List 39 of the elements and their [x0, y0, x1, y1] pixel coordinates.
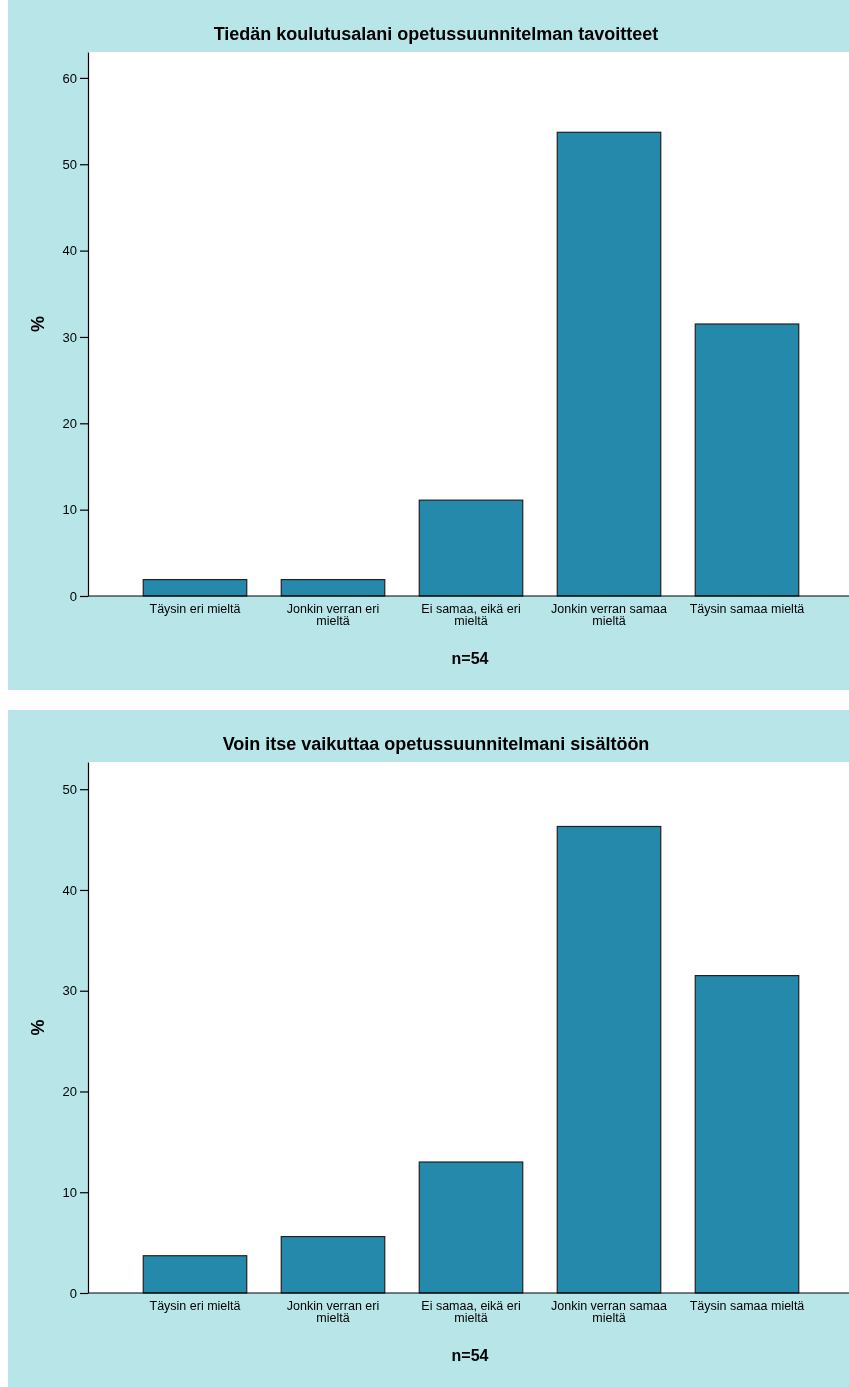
chart-title: Tiedän koulutusalani opetussuunnitelman tavoitteet — [213, 24, 659, 44]
x-tick-label: Täysin eri mieltä — [149, 601, 241, 616]
y-tick-label: 40 — [62, 243, 77, 259]
x-tick-label: Jonkin verran samaa mieltä — [550, 601, 668, 629]
bar — [694, 975, 800, 1294]
y-tick-label: 60 — [62, 70, 77, 86]
y-tick-label: 20 — [62, 415, 77, 431]
y-tick-label: 0 — [69, 1285, 77, 1301]
y-axis-title: % — [28, 1019, 48, 1036]
bar — [142, 1255, 248, 1294]
x-tick-label: Ei samaa, eikä eri mieltä — [421, 601, 521, 629]
bar — [280, 1235, 386, 1294]
x-tick-label: Ei samaa, eikä eri mieltä — [421, 1298, 521, 1326]
bar — [556, 825, 662, 1294]
x-axis-title: n=54 — [451, 1347, 489, 1364]
bar — [694, 323, 800, 597]
x-axis-title: n=54 — [451, 650, 489, 667]
chart-title: Voin itse vaikuttaa opetussuunnitelmani sisältöön — [222, 734, 650, 754]
y-tick-label: 30 — [62, 329, 77, 345]
y-axis-title: % — [28, 315, 48, 333]
bar — [418, 499, 524, 597]
x-tick-label: Jonkin verran eri mieltä — [286, 601, 380, 629]
y-tick-label: 50 — [62, 156, 77, 172]
y-tick-label: 40 — [62, 882, 77, 898]
bar — [142, 578, 248, 597]
x-tick-label: Täysin samaa mieltä — [689, 601, 805, 616]
y-tick-label: 20 — [62, 1084, 77, 1100]
bar — [418, 1161, 524, 1294]
y-tick-label: 10 — [62, 502, 77, 518]
y-tick-label: 10 — [62, 1184, 77, 1200]
x-tick-label: Jonkin verran samaa mieltä — [550, 1298, 668, 1326]
y-tick-label: 50 — [62, 781, 77, 797]
y-tick-label: 0 — [69, 588, 77, 604]
bar — [280, 578, 386, 597]
x-tick-label: Täysin eri mieltä — [149, 1298, 241, 1313]
x-tick-label: Jonkin verran eri mieltä — [286, 1298, 380, 1326]
x-tick-label: Täysin samaa mieltä — [689, 1298, 805, 1313]
bar — [556, 131, 662, 597]
y-tick-label: 30 — [62, 983, 77, 999]
